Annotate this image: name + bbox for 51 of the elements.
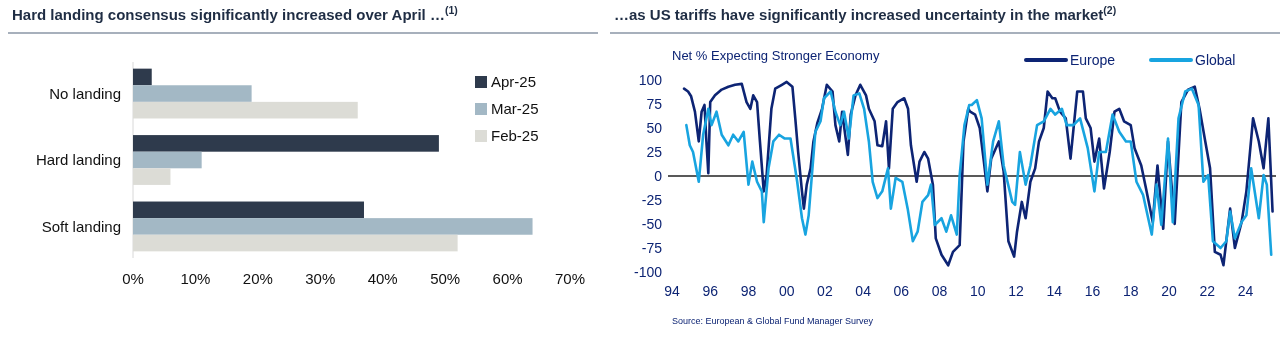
y-tick-label: -100 — [633, 263, 663, 280]
y-tick-label: No landing — [49, 84, 121, 102]
legend-label: Feb-25 — [491, 127, 539, 145]
bar — [133, 135, 439, 152]
x-tick-label: 00 — [778, 283, 795, 299]
x-tick-label: 12 — [1008, 283, 1025, 299]
x-tick-label: 70% — [554, 270, 586, 287]
y-tick-label: -50 — [641, 215, 663, 232]
legend-label: Europe — [1070, 51, 1116, 68]
legend-label: Global — [1195, 51, 1236, 68]
x-tick-label: 96 — [702, 283, 719, 299]
y-tick-label: 100 — [638, 71, 663, 88]
bar — [133, 85, 252, 102]
y-tick-label: Soft landing — [41, 217, 121, 235]
legend-label: Apr-25 — [491, 73, 537, 91]
x-tick-label: 20 — [1161, 283, 1177, 299]
y-tick-label: -75 — [641, 239, 663, 256]
y-tick-label: 0 — [654, 167, 663, 184]
y-tick-label: 25 — [646, 143, 663, 160]
x-tick-label: 98 — [740, 283, 757, 299]
x-tick-label: 94 — [664, 283, 680, 299]
x-tick-label: 08 — [931, 283, 948, 299]
x-tick-label: 30% — [305, 270, 336, 287]
x-tick-label: 04 — [855, 283, 872, 299]
y-tick-label: 75 — [646, 95, 663, 112]
chart-title: Hard landing consensus significantly increased over April …$^{(1)}$ — [12, 4, 458, 23]
x-tick-label: 22 — [1199, 283, 1216, 299]
source-note: Source: European & Global Fund Manager Survey — [672, 316, 874, 326]
legend-label: Mar-25 — [491, 100, 539, 118]
x-tick-label: 10 — [970, 283, 986, 299]
y-tick-label: Hard landing — [35, 151, 121, 169]
x-tick-label: 40% — [367, 270, 398, 287]
bar — [133, 151, 202, 169]
x-tick-label: 06 — [893, 283, 910, 299]
chart-subtitle: Net % Expecting Stronger Economy — [672, 48, 880, 63]
x-tick-label: 0% — [122, 270, 144, 287]
x-tick-label: 16 — [1084, 283, 1101, 299]
x-tick-label: 50% — [430, 270, 461, 287]
x-tick-label: 60% — [492, 270, 523, 287]
bar — [133, 218, 533, 235]
chart-title: …as US tariffs have significantly increased uncertainty in the market$^{(2)}$ — [614, 4, 1117, 23]
x-tick-label: 02 — [817, 283, 833, 299]
y-tick-label: -25 — [641, 191, 663, 208]
x-tick-label: 24 — [1237, 283, 1254, 299]
x-tick-label: 14 — [1046, 283, 1063, 299]
bar — [133, 68, 152, 86]
x-tick-label: 18 — [1122, 283, 1139, 299]
x-tick-label: 20% — [242, 270, 273, 287]
y-tick-label: 50 — [646, 119, 663, 136]
x-tick-label: 10% — [180, 270, 211, 287]
bar — [133, 201, 364, 219]
